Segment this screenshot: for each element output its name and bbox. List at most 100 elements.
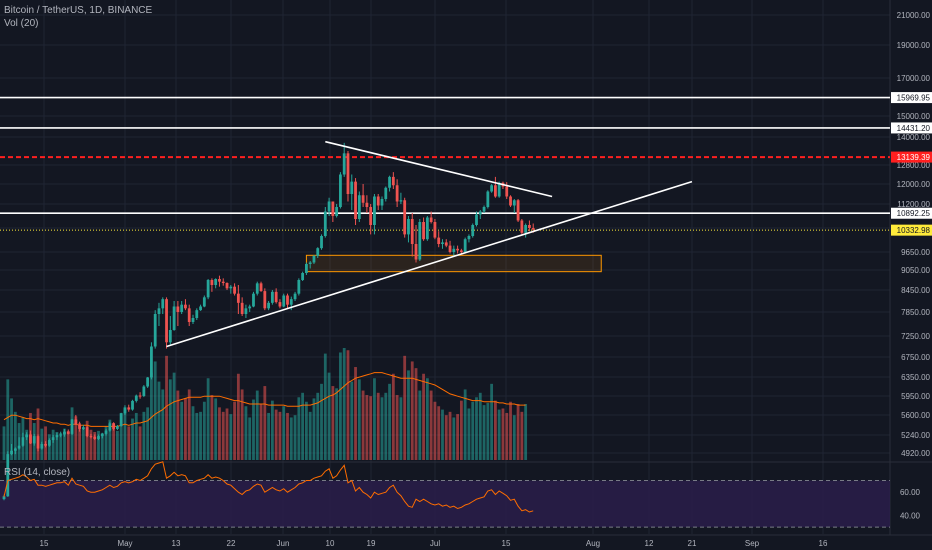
candle-body — [150, 346, 153, 378]
volume-bar — [459, 400, 463, 460]
candle — [131, 399, 134, 411]
candle — [278, 299, 282, 309]
candle-body — [252, 293, 255, 307]
candle-body — [146, 377, 150, 387]
price-axis-label: 9050.00 — [901, 266, 930, 275]
candle — [218, 275, 221, 287]
candle — [252, 291, 255, 308]
volume-bar — [354, 367, 357, 460]
volume-bar — [119, 412, 123, 460]
volume-bar — [289, 417, 293, 460]
candle-body — [369, 207, 373, 225]
candle — [373, 194, 376, 235]
candle-body — [531, 228, 535, 230]
volume-bar — [59, 433, 63, 460]
volume-bar — [350, 381, 354, 460]
candle — [425, 216, 429, 241]
price-tag-level: 15969.95 — [891, 92, 932, 104]
candle-body — [444, 242, 448, 246]
volume-bar — [452, 417, 456, 460]
candle-body — [509, 196, 512, 206]
candle — [259, 281, 263, 292]
candle-body — [97, 436, 100, 439]
candle — [444, 239, 448, 248]
candle — [187, 304, 191, 326]
candle-body — [176, 306, 180, 312]
volume-bar — [524, 404, 528, 460]
candle-body — [59, 434, 63, 436]
volume-bar — [236, 373, 240, 460]
volume-bar — [195, 412, 199, 460]
candle-body — [138, 395, 142, 397]
candle — [150, 342, 153, 380]
candle — [32, 433, 36, 446]
candle-body — [229, 286, 233, 289]
volume-indicator-label: Vol (20) — [4, 18, 39, 29]
candle-body — [297, 280, 301, 294]
candle — [297, 278, 301, 296]
volume-bar — [51, 429, 55, 460]
candle — [248, 304, 252, 312]
volume-bar — [357, 379, 361, 460]
volume-bar — [255, 390, 259, 460]
volume-bar — [55, 432, 59, 460]
price-axis-label: 9650.00 — [901, 248, 930, 257]
candle — [471, 223, 475, 238]
candle — [191, 314, 195, 324]
symbol-title: Bitcoin / TetherUS, 1D, BINANCE — [4, 5, 153, 16]
price-axis-label: 4920.00 — [901, 449, 930, 458]
candle-body — [134, 395, 138, 401]
volume-bar — [116, 430, 119, 460]
candle — [44, 441, 47, 448]
candle-body — [244, 308, 248, 314]
volume-bar — [131, 418, 134, 460]
candle-body — [395, 185, 399, 202]
candle-body — [437, 237, 441, 244]
candle-body — [399, 200, 403, 202]
candle — [25, 432, 29, 441]
volume-bar — [505, 412, 509, 460]
candle — [463, 237, 467, 253]
candle-body — [350, 181, 354, 194]
candle-body — [17, 445, 21, 449]
candle-body — [195, 310, 199, 318]
candle — [452, 245, 456, 256]
candle — [422, 217, 425, 241]
volume-bar — [199, 411, 202, 460]
candle — [520, 219, 524, 235]
volume-bar — [305, 401, 308, 460]
price-axis-label: 12000.00 — [897, 180, 931, 189]
volume-bar — [150, 372, 153, 460]
volume-bar — [244, 406, 248, 460]
volume-bar — [331, 386, 335, 460]
volume-bar — [312, 398, 316, 460]
price-axis-label: 7250.00 — [901, 332, 930, 341]
volume-bar — [342, 348, 346, 460]
candle — [59, 431, 63, 438]
volume-bar — [301, 392, 305, 460]
price-axis-label: 6350.00 — [901, 373, 930, 382]
candle — [323, 207, 327, 238]
candle — [229, 285, 233, 294]
candle-body — [81, 427, 85, 429]
candle-body — [429, 217, 433, 222]
candle — [100, 432, 104, 439]
candle-body — [108, 423, 112, 431]
candle-body — [512, 200, 516, 206]
price-axis-label: 12800.00 — [897, 161, 931, 170]
volume-bar — [274, 409, 278, 460]
volume-bar — [142, 411, 146, 460]
candle — [369, 204, 373, 235]
candle-body — [433, 222, 437, 238]
trendline — [325, 140, 553, 198]
candle-body — [456, 248, 459, 251]
candle-body — [354, 181, 357, 219]
price-tag-red: 13139.39 — [891, 151, 932, 163]
candle-body — [448, 245, 452, 252]
candle-body — [524, 225, 528, 233]
candle — [524, 223, 528, 238]
volume-bar — [206, 378, 210, 460]
candle — [456, 245, 459, 254]
candle-body — [425, 217, 429, 240]
